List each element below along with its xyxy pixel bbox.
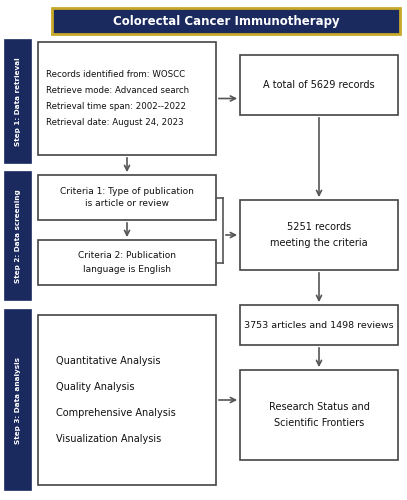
FancyBboxPatch shape <box>38 175 216 220</box>
FancyBboxPatch shape <box>240 370 398 460</box>
FancyBboxPatch shape <box>5 172 31 300</box>
FancyBboxPatch shape <box>5 40 31 163</box>
Text: A total of 5629 records: A total of 5629 records <box>263 80 375 90</box>
Text: Visualization Analysis: Visualization Analysis <box>56 434 161 444</box>
Text: Criteria 2: Publication: Criteria 2: Publication <box>78 252 176 260</box>
FancyBboxPatch shape <box>240 55 398 115</box>
FancyBboxPatch shape <box>38 42 216 155</box>
Text: language is English: language is English <box>83 264 171 274</box>
Text: Retrieval date: August 24, 2023: Retrieval date: August 24, 2023 <box>46 118 184 127</box>
FancyBboxPatch shape <box>38 240 216 285</box>
Text: Retrieval time span: 2002--2022: Retrieval time span: 2002--2022 <box>46 102 186 111</box>
FancyBboxPatch shape <box>240 200 398 270</box>
Text: Comprehensive Analysis: Comprehensive Analysis <box>56 408 176 418</box>
Text: Scientific Frontiers: Scientific Frontiers <box>274 418 364 428</box>
Text: 5251 records: 5251 records <box>287 222 351 232</box>
FancyBboxPatch shape <box>52 8 400 34</box>
Text: is article or review: is article or review <box>85 200 169 208</box>
Text: Records identified from: WOSCC: Records identified from: WOSCC <box>46 70 185 79</box>
Text: 3753 articles and 1498 reviews: 3753 articles and 1498 reviews <box>244 320 394 330</box>
Text: meeting the criteria: meeting the criteria <box>270 238 368 248</box>
Text: Step 1: Data retrieval: Step 1: Data retrieval <box>15 57 21 146</box>
Text: Step 3: Data analysis: Step 3: Data analysis <box>15 356 21 444</box>
FancyBboxPatch shape <box>38 315 216 485</box>
FancyBboxPatch shape <box>5 310 31 490</box>
Text: Research Status and: Research Status and <box>269 402 370 412</box>
Text: Retrieve mode: Advanced search: Retrieve mode: Advanced search <box>46 86 189 95</box>
Text: Quantitative Analysis: Quantitative Analysis <box>56 356 160 366</box>
FancyBboxPatch shape <box>240 305 398 345</box>
Text: Colorectal Cancer Immunotherapy: Colorectal Cancer Immunotherapy <box>113 14 339 28</box>
Text: Criteria 1: Type of publication: Criteria 1: Type of publication <box>60 186 194 196</box>
Text: Step 2: Data screening: Step 2: Data screening <box>15 189 21 283</box>
Text: Quality Analysis: Quality Analysis <box>56 382 134 392</box>
